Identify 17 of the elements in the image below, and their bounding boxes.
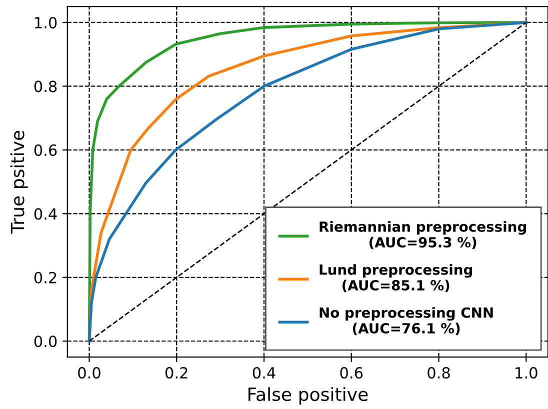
y-tick-label: 0.4: [34, 208, 57, 220]
x-tick-label: 0.0: [78, 367, 100, 379]
y-axis-title: True psitive: [10, 130, 28, 234]
x-tick-label: 0.6: [340, 367, 363, 379]
x-tick-label: 0.2: [165, 367, 188, 379]
y-tick-label: 1.0: [35, 16, 57, 28]
y-tick-label: 0.8: [34, 80, 57, 92]
legend-label: Lund preprocessing (AUC=85.1 %): [320, 264, 472, 292]
y-tick-label: 0.0: [34, 336, 57, 348]
x-tick-label: 1.0: [516, 367, 538, 379]
x-axis-title: False positive: [248, 387, 368, 405]
y-tick-label: 0.6: [34, 144, 57, 156]
y-tick-label: 0.2: [34, 272, 56, 284]
x-tick-label: 0.4: [252, 367, 276, 379]
legend-label: Riemannian preprocessing (AUC=95.3 %): [320, 221, 526, 250]
legend-label: No preprocessing CNN (AUC=76.1 %): [320, 307, 493, 336]
x-tick-label: 0.8: [428, 367, 450, 379]
